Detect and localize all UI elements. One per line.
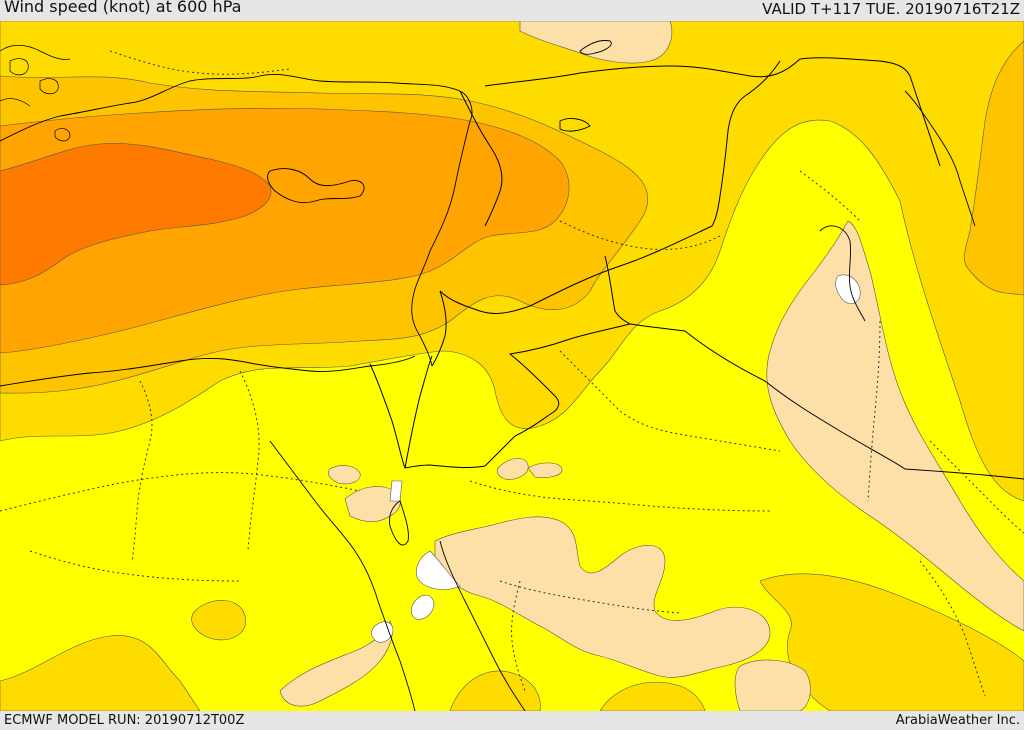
wind-band-cream-small3	[527, 462, 563, 478]
wind-band-gold-sw	[0, 635, 201, 711]
coastlines	[0, 40, 976, 711]
aegean-islands	[0, 44, 71, 142]
credit-label: ArabiaWeather Inc.	[895, 713, 1020, 728]
wind-band-cream-center	[434, 516, 771, 678]
wind-band-gold-sw2	[191, 600, 246, 641]
wind-band-cream-sw	[279, 620, 393, 707]
valid-time: VALID T+117 TUE. 20190716T21Z	[762, 0, 1020, 18]
wind-speed-map	[0, 21, 1024, 711]
map-footer: ECMWF MODEL RUN: 20190712T00Z ArabiaWeat…	[0, 711, 1024, 729]
wind-band-cream-se	[734, 659, 811, 711]
calm-patch-1	[416, 550, 461, 590]
model-run: ECMWF MODEL RUN: 20190712T00Z	[4, 713, 245, 728]
admin-borders	[0, 50, 1024, 697]
wind-band-cream-small1	[328, 465, 361, 485]
wind-band-gold-s2	[599, 681, 706, 711]
calm-patch-5	[835, 274, 861, 304]
wind-band-gold-se	[759, 573, 1024, 711]
calm-patch-2	[411, 594, 435, 620]
wind-band-dark-orange	[0, 143, 272, 286]
map-title: Wind speed (knot) at 600 hPa	[4, 0, 242, 16]
wind-band-cream-small2	[496, 458, 529, 480]
wind-band-cream-sinai	[344, 486, 401, 523]
map-header: Wind speed (knot) at 600 hPa VALID T+117…	[0, 0, 1024, 21]
wind-band-light-orange-e	[963, 40, 1024, 296]
country-borders	[369, 57, 1024, 480]
calm-patch-4	[389, 480, 403, 502]
wind-band-cream-east	[766, 220, 1024, 632]
